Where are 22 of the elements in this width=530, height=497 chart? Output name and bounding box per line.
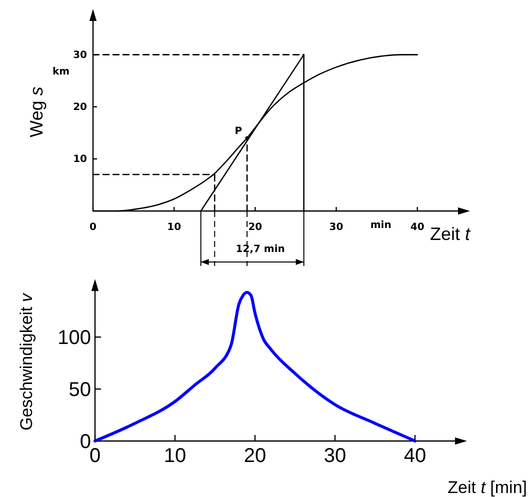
y-tick-label: 10	[73, 154, 88, 166]
y-axis-title: Geschwindigkeit v	[16, 292, 36, 431]
x-tick-label: 10	[167, 222, 182, 233]
x-tick-label: 40	[410, 222, 424, 233]
x-tick-label: 10	[164, 445, 186, 467]
x-tick-label: 40	[404, 445, 426, 467]
y-tick-label: 100	[58, 327, 91, 350]
y-tick-label: 30	[73, 50, 88, 61]
y-tick-label: 50	[68, 379, 91, 402]
text: 12,7 min	[236, 244, 285, 255]
text: km	[52, 66, 70, 78]
x-tick-label: 30	[329, 222, 344, 233]
y-tick-label: 0	[80, 431, 91, 453]
y-tick-label: 20	[73, 102, 88, 113]
text: min	[370, 220, 392, 231]
annotation: P	[234, 126, 242, 138]
x-tick-label: 20	[244, 445, 266, 467]
y-axis-title: Weg s	[26, 86, 47, 138]
x-tick-label: 20	[248, 222, 262, 233]
x-axis-title: Zeit t [min]	[448, 478, 527, 497]
x-axis-title: Zeit t	[430, 224, 471, 244]
x-tick-label: 30	[324, 445, 346, 467]
